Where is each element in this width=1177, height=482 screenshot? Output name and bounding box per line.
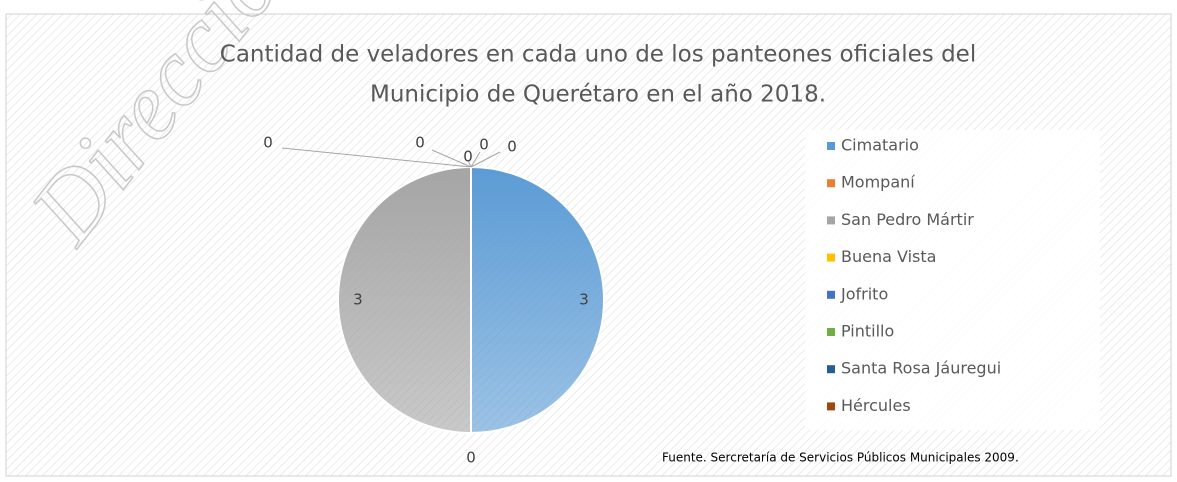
leader-line — [470, 151, 501, 168]
chart-title: Cantidad de veladores en cada uno de los… — [220, 42, 976, 68]
legend-swatch — [827, 290, 835, 299]
pie-slice — [470, 165, 605, 435]
source-note: Fuente. Sercretaría de Servicios Público… — [662, 451, 1019, 465]
legend-label: Mompaní — [841, 173, 915, 192]
legend-swatch — [827, 216, 835, 225]
pie-slice — [337, 165, 472, 435]
data-label: 0 — [466, 449, 476, 467]
leader-line — [281, 147, 472, 168]
legend-swatch — [827, 142, 835, 150]
leader-line — [431, 149, 472, 168]
data-label: 3 — [353, 291, 363, 309]
legend-background — [805, 130, 1100, 430]
data-label: 0 — [463, 148, 473, 166]
leader-line — [470, 151, 481, 168]
data-label: 0 — [415, 134, 425, 152]
legend-label: San Pedro Mártir — [841, 210, 974, 229]
legend-label: Hércules — [841, 396, 911, 415]
legend-swatch — [827, 328, 835, 336]
data-label: 0 — [263, 134, 273, 152]
data-label: 3 — [579, 291, 589, 309]
leader-line — [467, 159, 472, 168]
legend-label: Jofrito — [840, 284, 888, 303]
legend-swatch — [827, 365, 835, 374]
chart-title: Municipio de Querétaro en el año 2018. — [370, 82, 826, 108]
legend-swatch — [827, 253, 835, 262]
legend-label: Buena Vista — [841, 247, 936, 266]
legend-label: Santa Rosa Jáuregui — [841, 359, 1001, 378]
legend-swatch — [827, 402, 835, 411]
data-label: 0 — [479, 136, 489, 154]
legend-label: Cimatario — [841, 136, 919, 155]
legend-swatch — [827, 179, 835, 188]
legend-label: Pintillo — [841, 322, 894, 341]
data-label: 0 — [507, 138, 517, 156]
